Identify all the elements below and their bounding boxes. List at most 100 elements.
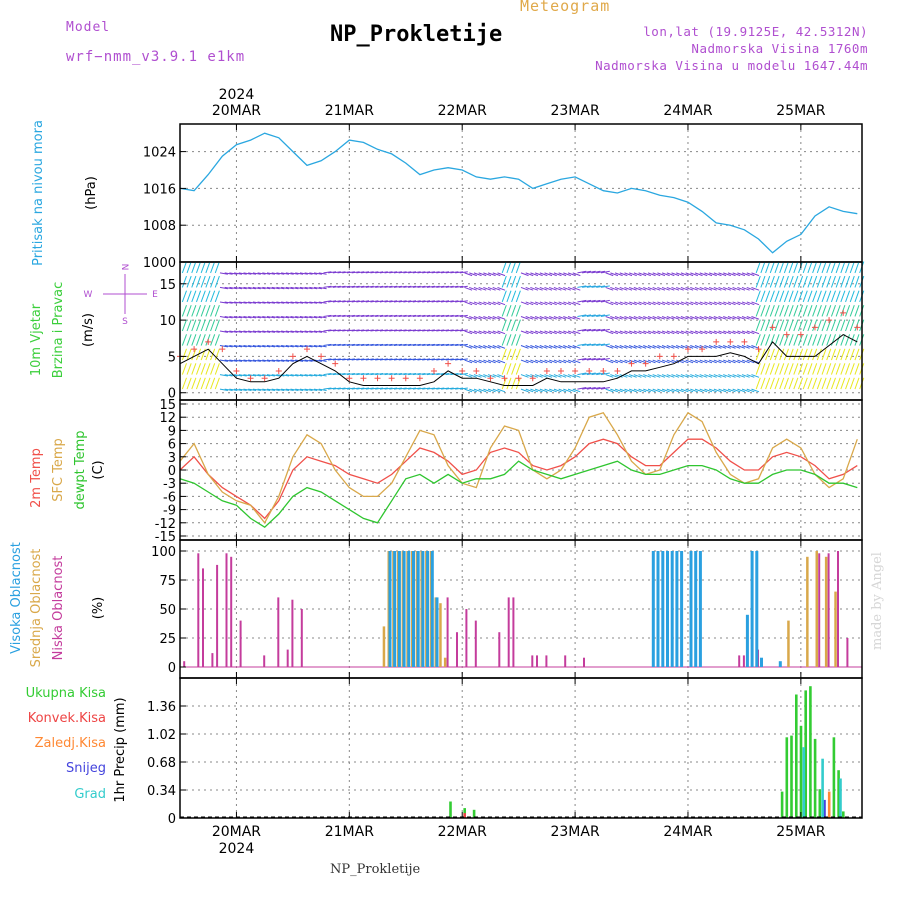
wind-arrow bbox=[816, 319, 822, 332]
wind-arrow bbox=[633, 286, 642, 291]
wind-arrow bbox=[346, 314, 355, 317]
wind-arrow bbox=[558, 345, 567, 349]
wind-arrow bbox=[567, 301, 576, 306]
panel-frame bbox=[179, 677, 863, 819]
wind-arrow bbox=[723, 345, 731, 349]
wind-arrow bbox=[459, 358, 468, 361]
wind-arrow bbox=[685, 374, 694, 378]
wind-arrow bbox=[464, 345, 473, 349]
wind-arrow bbox=[281, 359, 290, 362]
wind-arrow bbox=[572, 359, 581, 364]
wind-arrow bbox=[356, 373, 365, 376]
wind-arrow bbox=[515, 305, 521, 317]
wind-arrow bbox=[680, 316, 689, 320]
wind-arrow bbox=[713, 272, 722, 277]
wind-arrow bbox=[845, 305, 851, 317]
wind-arrow bbox=[666, 388, 675, 393]
wind-arrow bbox=[647, 272, 656, 277]
wind-arrow bbox=[685, 316, 694, 320]
wind-arrow bbox=[351, 373, 360, 376]
wind-arrow bbox=[318, 345, 327, 348]
wind-arrow bbox=[534, 359, 543, 364]
wind-arrow bbox=[365, 329, 374, 332]
wind-arrow bbox=[600, 270, 610, 274]
wind-arrow bbox=[802, 334, 808, 346]
wind-arrow bbox=[605, 359, 614, 364]
wind-arrow bbox=[704, 359, 713, 364]
wind-arrow bbox=[534, 272, 543, 277]
wind-arrow bbox=[619, 286, 628, 291]
wind-arrow bbox=[614, 388, 623, 393]
wind-arrow bbox=[511, 319, 517, 332]
temp-axis-label-2m: 2m Temp bbox=[29, 448, 44, 508]
wind-arrow bbox=[723, 272, 731, 277]
wind-arrow bbox=[657, 272, 666, 277]
wind-arrow bbox=[699, 345, 708, 349]
footer-label: NP_Prokletije bbox=[330, 862, 421, 877]
wind-arrow bbox=[629, 272, 637, 277]
wind-arrow bbox=[290, 345, 299, 348]
wind-arrow bbox=[774, 261, 780, 274]
cloud-bar bbox=[465, 609, 468, 667]
wind-arrow bbox=[633, 345, 642, 349]
wind-arrow bbox=[845, 363, 851, 375]
wind-arrow bbox=[473, 272, 482, 277]
wind-arrow bbox=[525, 301, 534, 306]
wind-speed-line bbox=[179, 334, 858, 386]
wind-arrow bbox=[464, 286, 473, 291]
cloud-bar bbox=[202, 568, 204, 667]
wind-arrow bbox=[708, 359, 717, 364]
wind-arrow bbox=[313, 315, 322, 319]
wind-arrow bbox=[755, 363, 761, 375]
wind-arrow bbox=[295, 388, 304, 391]
wind-arrow bbox=[737, 330, 746, 335]
wind-gust-marker bbox=[303, 346, 310, 353]
wind-arrow bbox=[459, 387, 468, 390]
cloud-bar bbox=[806, 556, 809, 667]
wind-arrow bbox=[455, 285, 464, 288]
wind-arrow bbox=[210, 305, 216, 317]
wind-arrow bbox=[210, 275, 216, 288]
precip-legend-label: Grad bbox=[74, 787, 106, 802]
wind-arrow bbox=[492, 330, 501, 335]
wind-arrow bbox=[741, 359, 750, 364]
wind-arrow bbox=[572, 388, 581, 393]
wind-arrow bbox=[567, 359, 576, 364]
wind-arrow bbox=[309, 272, 318, 275]
wind-arrow bbox=[370, 387, 379, 390]
wind-arrow bbox=[304, 388, 313, 391]
wind-arrow bbox=[643, 272, 651, 277]
wind-arrow bbox=[760, 319, 766, 332]
wind-arrow bbox=[783, 305, 789, 317]
wind-arrow bbox=[727, 272, 736, 277]
wind-arrow bbox=[802, 290, 808, 303]
wind-arrow bbox=[393, 271, 402, 274]
wind-gust-marker bbox=[854, 324, 861, 331]
wind-arrow bbox=[544, 374, 553, 378]
wind-arrow bbox=[313, 286, 322, 290]
wind-arrow bbox=[219, 374, 228, 377]
wind-arrow bbox=[567, 272, 576, 277]
wind-arrow bbox=[534, 345, 543, 349]
wind-arrow bbox=[544, 359, 553, 364]
date-label-bottom: 23MAR bbox=[550, 824, 599, 840]
wind-arrow bbox=[191, 261, 197, 274]
wind-gust-marker bbox=[205, 338, 212, 345]
wind-arrow bbox=[680, 359, 689, 364]
wind-arrow bbox=[318, 286, 327, 290]
wind-arrow bbox=[445, 329, 454, 332]
wind-arrow bbox=[657, 388, 666, 393]
wind-axis-label-2: Brzina i Pravac bbox=[51, 282, 66, 379]
wind-arrow bbox=[290, 330, 299, 333]
wind-arrow bbox=[563, 374, 571, 378]
temp-unit-label: (C) bbox=[91, 460, 106, 479]
wind-arrow bbox=[713, 286, 722, 291]
wind-arrow bbox=[318, 315, 327, 319]
wind-arrow bbox=[826, 348, 832, 361]
wind-arrow bbox=[440, 329, 450, 332]
wind-arrow bbox=[365, 387, 374, 390]
precip-legend-label: Konvek.Kisa bbox=[28, 711, 106, 726]
wind-arrow bbox=[210, 377, 216, 390]
cloud-bar bbox=[738, 655, 741, 667]
wind-arrow bbox=[337, 271, 346, 274]
